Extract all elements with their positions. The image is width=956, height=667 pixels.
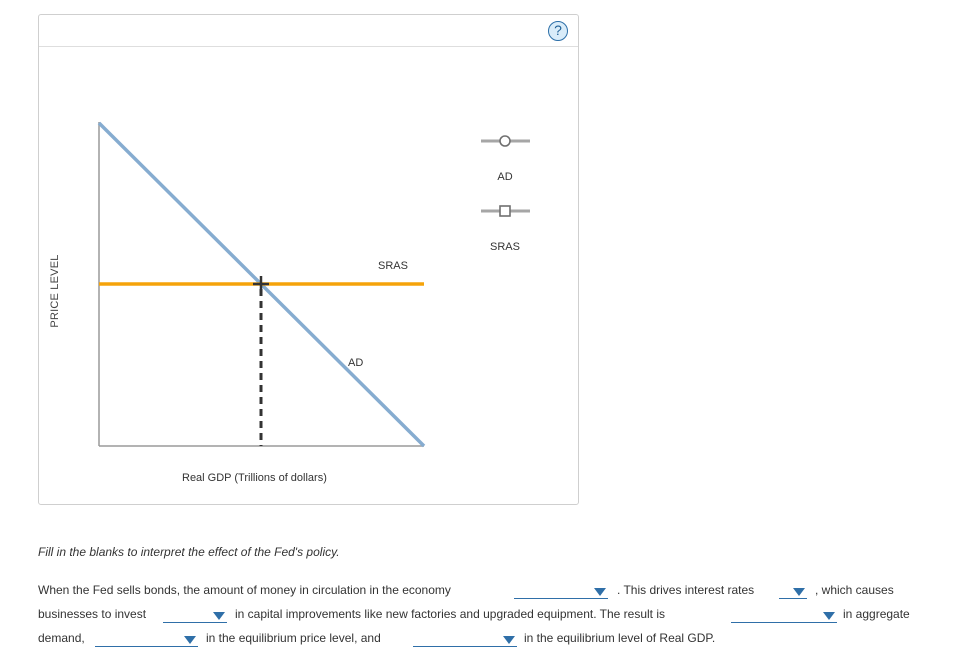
legend-sras-label: SRAS — [490, 241, 520, 253]
legend-sras-marker[interactable] — [481, 205, 530, 217]
chevron-down-icon — [823, 612, 835, 620]
legend-ad-label: AD — [497, 171, 513, 183]
question-text-9: in the equilibrium level of Real GDP. — [524, 631, 716, 645]
legend-ad-marker[interactable] — [481, 135, 530, 147]
question-text-7: demand, — [38, 631, 85, 645]
money-supply-dropdown[interactable] — [514, 585, 608, 599]
real-gdp-dropdown[interactable] — [413, 633, 517, 647]
equilibrium-point[interactable] — [253, 276, 269, 292]
question-text-2: . This drives interest rates — [617, 583, 755, 597]
aggregate-demand-dropdown[interactable] — [731, 609, 837, 623]
question-text-4: businesses to invest — [38, 607, 147, 621]
chevron-down-icon — [184, 636, 196, 644]
question-text-6: in aggregate — [843, 607, 910, 621]
graph-panel: ? — [38, 14, 579, 505]
instructions-text: Fill in the blanks to interpret the effe… — [38, 545, 340, 559]
question-text-5: in capital improvements like new factori… — [235, 607, 666, 621]
question-text-1: When the Fed sells bonds, the amount of … — [38, 583, 451, 597]
chevron-down-icon — [213, 612, 225, 620]
interest-rates-dropdown[interactable] — [779, 585, 807, 599]
help-icon[interactable]: ? — [548, 21, 568, 41]
ad-curve-label: AD — [348, 357, 364, 369]
y-axis-label: PRICE LEVEL — [49, 254, 61, 328]
investment-dropdown[interactable] — [163, 609, 227, 623]
price-level-dropdown[interactable] — [95, 633, 198, 647]
panel-header: ? — [39, 15, 578, 47]
question-text-3: , which causes — [815, 583, 894, 597]
chevron-down-icon — [503, 636, 515, 644]
sras-curve-label: SRAS — [378, 260, 408, 272]
x-axis-label: Real GDP (Trillions of dollars) — [182, 472, 327, 484]
chevron-down-icon — [793, 588, 805, 596]
question-text-8: in the equilibrium price level, and — [206, 631, 381, 645]
chevron-down-icon — [594, 588, 606, 596]
